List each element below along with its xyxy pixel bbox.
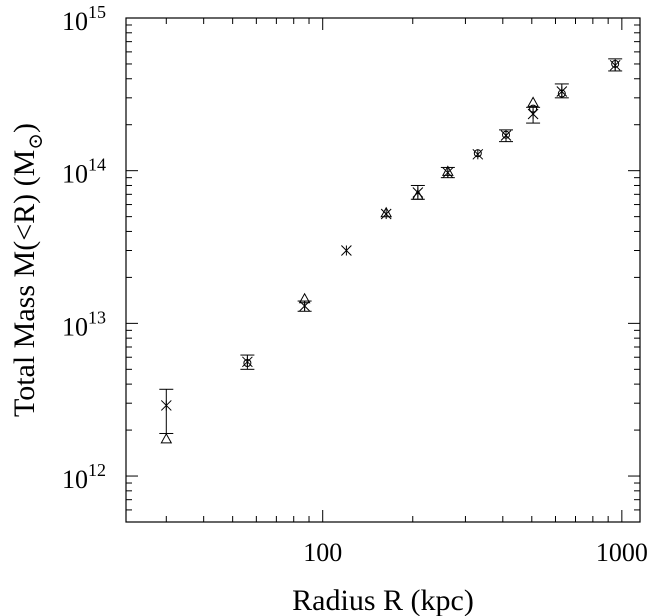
data-markers xyxy=(159,58,623,444)
x-tick-label: 1000 xyxy=(596,538,648,567)
triangle-marker xyxy=(380,206,393,218)
y-tick-label: 1014 xyxy=(62,155,106,189)
cross-marker xyxy=(472,148,484,160)
x-tick-labels: 100 1000 xyxy=(303,538,648,567)
y-tick-exponent: 13 xyxy=(88,307,106,327)
x-axis-label: Radius R (kpc) xyxy=(292,584,474,616)
triangle-marker xyxy=(412,189,424,200)
circle-marker xyxy=(502,130,511,139)
circle-marker xyxy=(529,104,538,113)
triangle-marker xyxy=(527,96,539,107)
y-tick-exponent: 15 xyxy=(88,2,106,22)
x-tick-label: 100 xyxy=(303,538,342,567)
y-tick-base: 10 xyxy=(62,7,88,36)
y-axis-label: Total Mass M(<R) (M⊙) xyxy=(8,123,47,417)
axis-ticks xyxy=(126,17,640,523)
cross-marker xyxy=(500,130,512,141)
cross-marker xyxy=(341,245,352,256)
svg-text:Total Mass M(<R) (M⊙): Total Mass M(<R) (M⊙) xyxy=(8,123,47,417)
circle-marker xyxy=(557,89,566,98)
triangle-marker xyxy=(160,432,173,444)
y-tick-exponent: 12 xyxy=(88,460,106,480)
y-tick-base: 10 xyxy=(62,312,88,341)
cross-marker xyxy=(442,167,454,179)
circle-marker xyxy=(611,59,620,68)
triangle-marker xyxy=(441,165,454,176)
y-tick-exponent: 14 xyxy=(88,155,106,175)
plot-frame xyxy=(125,17,641,523)
triangle-marker xyxy=(298,292,311,304)
circle-marker xyxy=(243,359,252,368)
y-tick-label: 1015 xyxy=(62,2,106,36)
cross-marker xyxy=(160,400,172,411)
y-tick-label: 1012 xyxy=(62,460,106,494)
y-axis-label-subscript: ⊙ xyxy=(25,133,47,150)
y-tick-label: 1013 xyxy=(62,307,106,341)
circle-marker xyxy=(473,149,482,158)
y-axis-label-close: ) xyxy=(8,123,41,133)
y-axis-label-main: Total Mass M(<R) (M xyxy=(8,150,41,417)
y-tick-base: 10 xyxy=(62,160,88,189)
y-tick-base: 10 xyxy=(62,465,88,494)
cross-marker xyxy=(380,208,392,220)
